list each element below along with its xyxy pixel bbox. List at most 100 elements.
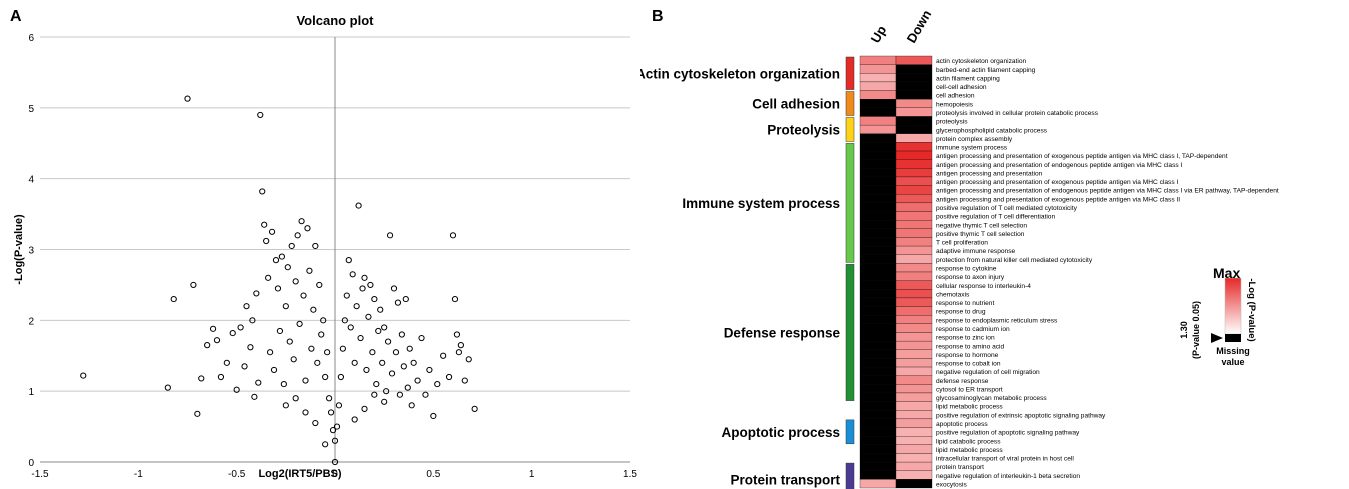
scatter-point [371, 391, 378, 398]
heatmap-cell [859, 116, 897, 126]
heatmap-cell [895, 211, 933, 221]
heatmap-cell [895, 150, 933, 160]
scatter-point [331, 437, 339, 444]
scatter-point [314, 359, 321, 366]
row-label: proteolysis [936, 119, 968, 126]
row-label: glycerophospholipid catabolic process [936, 127, 1048, 134]
scatter-point [337, 373, 344, 381]
legend-missing-label-1: Missing [1216, 346, 1250, 356]
heatmap-cell [895, 349, 933, 359]
scatter-point [209, 325, 217, 332]
x-tick-label: -1 [134, 469, 143, 480]
heatmap-cell [895, 64, 933, 74]
heatmap-cell [859, 194, 897, 204]
row-label: cell adhesion [936, 93, 975, 100]
scatter-point [430, 412, 437, 420]
scatter-point [251, 393, 258, 400]
heatmap-cell [895, 444, 933, 454]
heatmap-cell [859, 479, 897, 489]
scatter-point [249, 317, 256, 324]
heatmap-cell [859, 323, 897, 333]
row-label: immune system process [936, 145, 1008, 152]
heatmap-cell [859, 133, 897, 143]
row-label: antigen processing and presentation of e… [936, 188, 1279, 195]
heatmap-cell [895, 124, 933, 134]
row-label: lipid catabolic process [936, 438, 1001, 445]
scatter-point [377, 306, 384, 313]
scatter-point [257, 111, 264, 119]
heatmap-cell [859, 237, 897, 247]
row-label: negative thymic T cell selection [936, 222, 1027, 229]
scatter-point [164, 384, 171, 391]
heatmap-cell [895, 418, 933, 428]
group-bar [845, 91, 855, 116]
heatmap-cell [859, 202, 897, 212]
scatter-point [302, 409, 309, 416]
row-label: lipid metabolic process [936, 447, 1003, 454]
row-label: response to drug [936, 309, 986, 316]
heatmap-cell [859, 401, 897, 411]
group-bar [845, 143, 855, 263]
row-label: antigen processing and presentation of e… [936, 196, 1180, 203]
heatmap-cell [859, 263, 897, 273]
scatter-point [451, 295, 459, 303]
row-label: response to cytokine [936, 266, 997, 273]
x-tick-label: 0.5 [426, 469, 440, 480]
scatter-point [190, 281, 197, 289]
row-label: protein complex assembly [936, 136, 1013, 143]
scatter-point [414, 377, 421, 384]
heatmap-cell [859, 220, 897, 229]
scatter-point [426, 366, 433, 374]
x-tick-label: 0 [332, 469, 338, 480]
scatter-point [386, 232, 394, 239]
scatter-point [381, 324, 388, 331]
heatmap-cell [859, 107, 897, 117]
scatter-point [465, 356, 472, 363]
legend-threshold-arrow [1211, 333, 1223, 343]
heatmap-cell [895, 116, 933, 126]
heatmap-cell [895, 133, 933, 143]
heatmap-cell [859, 280, 897, 290]
scatter-point [381, 398, 388, 405]
scatter-point [327, 409, 335, 416]
scatter-point [288, 242, 295, 250]
scatter-point [322, 441, 329, 448]
scatter-point [394, 299, 402, 306]
heatmap-cell [859, 185, 897, 195]
scatter-point [306, 267, 313, 274]
heatmap-cell [895, 340, 933, 350]
y-tick-label: 2 [28, 316, 34, 327]
scatter-point [259, 188, 266, 195]
scatter-point [170, 295, 177, 303]
group-label: Actin cytoskeleton organization [640, 66, 840, 81]
scatter-point [385, 338, 392, 345]
heatmap-cell [895, 280, 933, 290]
scatter-point [272, 257, 280, 264]
y-tick-label: 1 [28, 387, 34, 398]
scatter-point [326, 395, 333, 402]
scatter-point [357, 334, 364, 342]
row-label: actin filament capping [936, 75, 1000, 82]
heatmap-cell [859, 176, 897, 186]
group-bar [845, 462, 855, 489]
scatter-point [229, 329, 236, 337]
legend-missing-swatch [1225, 334, 1241, 342]
scatter-point [396, 391, 403, 398]
row-label: apoptotic process [936, 421, 988, 428]
scatter-point [302, 377, 309, 384]
row-label: response to endoplasmic reticulum stress [936, 317, 1058, 324]
heatmap-cell [895, 436, 933, 445]
y-tick-label: 6 [28, 33, 34, 44]
scatter-point [408, 402, 415, 409]
row-label: response to hormone [936, 352, 999, 359]
row-label: T cell proliferation [936, 240, 988, 247]
heatmap-cell [895, 176, 933, 186]
scatter-point [343, 292, 350, 299]
scatter-point [243, 303, 250, 310]
panel-a-letter: A [10, 8, 22, 25]
heatmap-cell [859, 64, 897, 74]
x-axis-label: Log2(IRT5/PBS) [258, 468, 341, 480]
scatter-point [267, 349, 274, 356]
heatmap-cell [859, 297, 897, 307]
scatter-point [263, 237, 270, 245]
